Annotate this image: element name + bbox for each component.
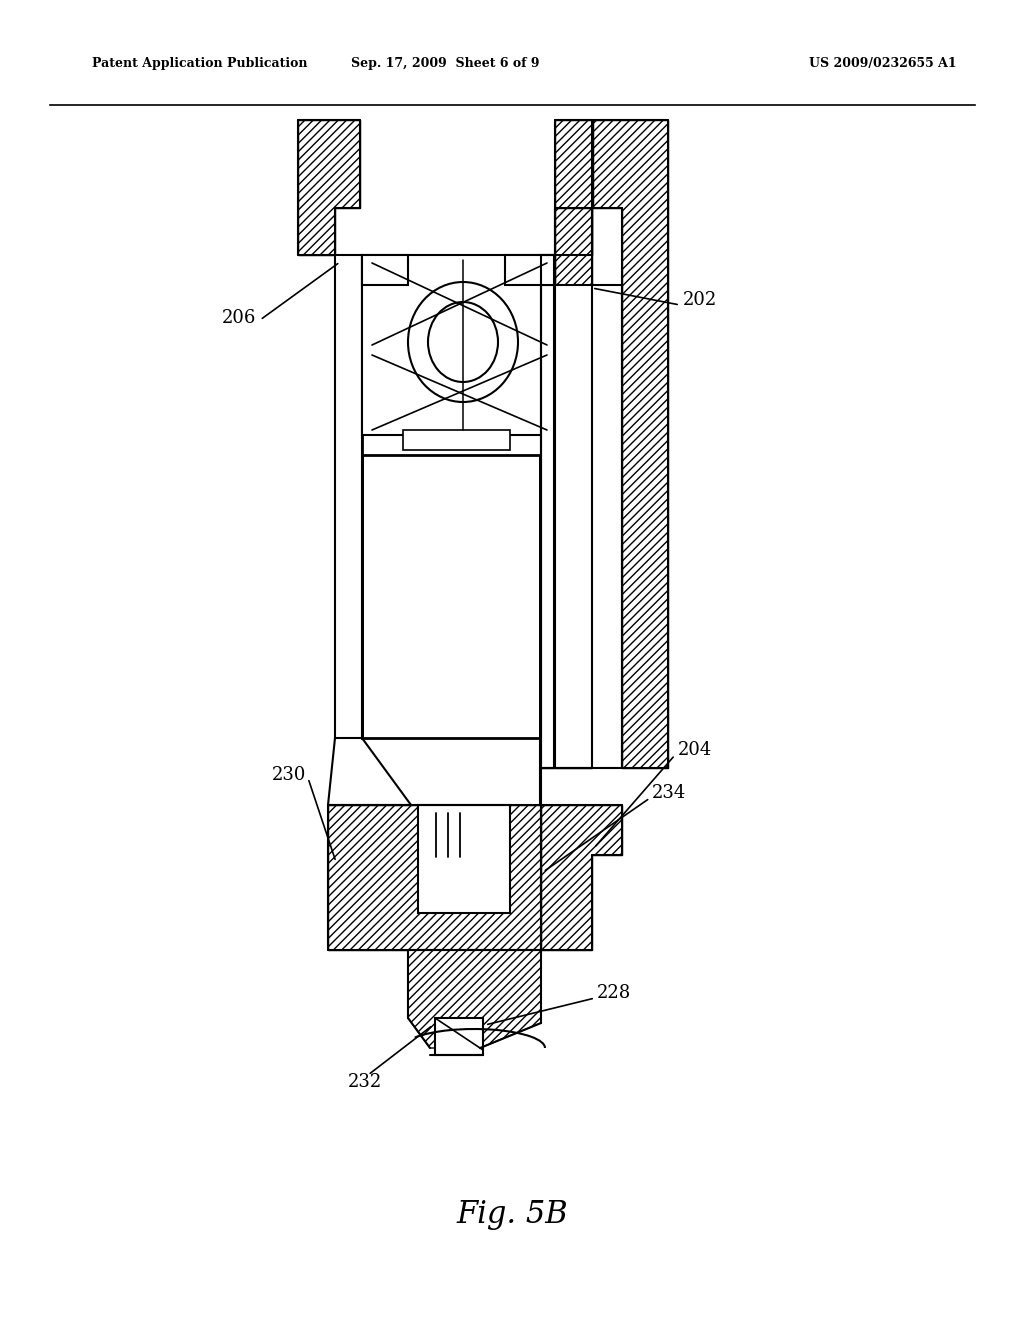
Polygon shape bbox=[362, 255, 555, 436]
Text: 228: 228 bbox=[597, 983, 631, 1002]
Text: 234: 234 bbox=[652, 784, 686, 803]
Text: Sep. 17, 2009  Sheet 6 of 9: Sep. 17, 2009 Sheet 6 of 9 bbox=[351, 57, 540, 70]
Ellipse shape bbox=[428, 302, 498, 381]
Text: US 2009/0232655 A1: US 2009/0232655 A1 bbox=[809, 57, 956, 70]
Polygon shape bbox=[418, 805, 510, 913]
Text: 206: 206 bbox=[222, 309, 256, 327]
Text: 230: 230 bbox=[272, 766, 306, 784]
Polygon shape bbox=[435, 1018, 483, 1055]
Text: 202: 202 bbox=[683, 290, 717, 309]
Text: 232: 232 bbox=[348, 1073, 382, 1092]
Polygon shape bbox=[555, 209, 592, 768]
Polygon shape bbox=[408, 950, 541, 1048]
Polygon shape bbox=[593, 120, 668, 768]
Text: Fig. 5B: Fig. 5B bbox=[456, 1200, 568, 1230]
Polygon shape bbox=[362, 455, 540, 738]
Text: 204: 204 bbox=[678, 741, 713, 759]
Polygon shape bbox=[328, 805, 541, 950]
Polygon shape bbox=[541, 285, 622, 768]
Polygon shape bbox=[298, 120, 360, 255]
Polygon shape bbox=[555, 120, 592, 255]
Polygon shape bbox=[505, 255, 555, 285]
Polygon shape bbox=[541, 805, 622, 950]
Polygon shape bbox=[335, 255, 362, 738]
Polygon shape bbox=[541, 255, 554, 768]
Polygon shape bbox=[362, 255, 408, 285]
Ellipse shape bbox=[408, 282, 518, 403]
Text: Patent Application Publication: Patent Application Publication bbox=[92, 57, 307, 70]
Polygon shape bbox=[403, 430, 510, 450]
